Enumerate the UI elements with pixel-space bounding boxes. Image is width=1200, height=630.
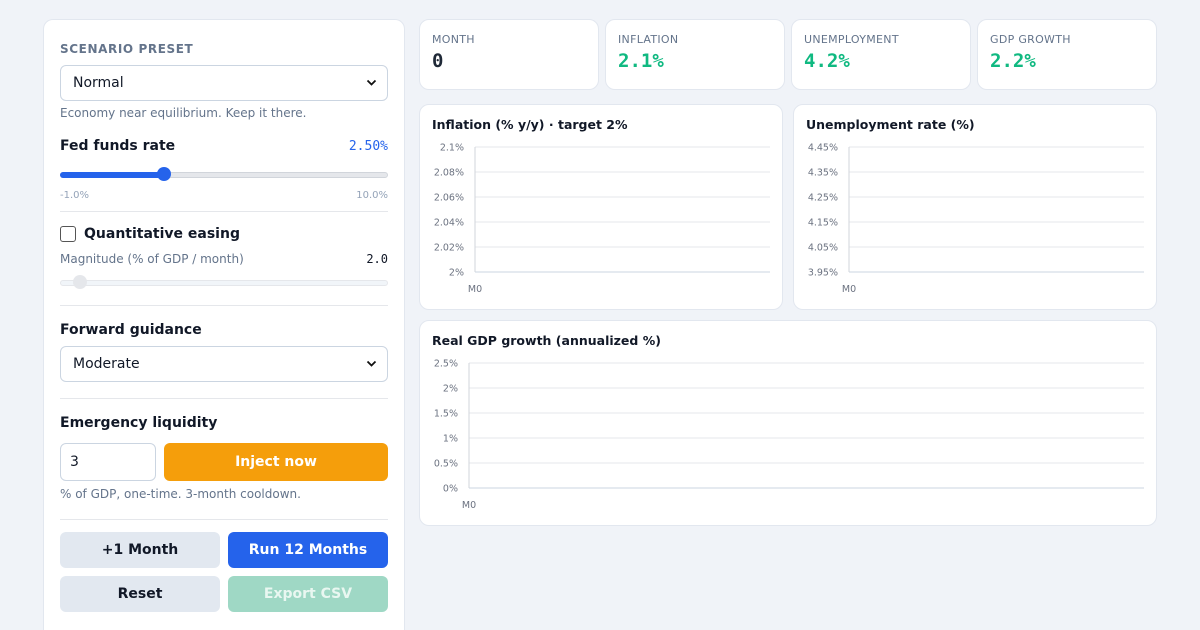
kpi-month-value: 0	[432, 50, 444, 72]
gdp-chart-card: Real GDP growth (annualized %) 2.5% 2% 1.5…	[419, 320, 1157, 526]
kpi-month-card: MONTH 0	[419, 19, 599, 90]
x-tick-label: M0	[842, 284, 856, 295]
kpi-unemployment-value: 4.2%	[804, 50, 850, 72]
y-tick-label: 2%	[443, 384, 458, 395]
kpi-inflation-value: 2.1%	[618, 50, 664, 72]
kpi-unemployment-card: UNEMPLOYMENT 4.2%	[791, 19, 971, 90]
y-tick-label: 0%	[443, 484, 458, 495]
fed-rate-value: 2.50%	[348, 139, 388, 154]
y-tick-label: 4.45%	[808, 143, 838, 154]
controls-panel: SCENARIO PRESET Normal Economy near equi…	[43, 19, 405, 630]
divider	[60, 211, 388, 212]
qe-magnitude-label: Magnitude (% of GDP / month)	[60, 252, 244, 266]
x-tick-label: M0	[462, 500, 476, 511]
kpi-unemployment-label: UNEMPLOYMENT	[804, 33, 899, 46]
fed-rate-slider[interactable]	[60, 167, 388, 181]
scenario-description: Economy near equilibrium. Keep it there.	[60, 106, 307, 120]
y-tick-label: 4.05%	[808, 243, 838, 254]
kpi-inflation-card: INFLATION 2.1%	[605, 19, 785, 90]
export-csv-button[interactable]: Export CSV	[228, 576, 388, 612]
scenario-select-value: Normal	[73, 75, 124, 91]
inflation-chart-card: Inflation (% y/y) · target 2% 2.1% 2.08% 2…	[419, 104, 783, 310]
fed-rate-slider-thumb[interactable]	[157, 167, 172, 181]
y-tick-label: 3.95%	[808, 268, 838, 279]
scenario-label: SCENARIO PRESET	[60, 42, 194, 56]
emergency-liquidity-input[interactable]: 3	[60, 443, 156, 481]
qe-slider-thumb[interactable]	[73, 275, 87, 289]
qe-magnitude-value: 2.0	[366, 252, 388, 266]
fed-rate-slider-fill	[60, 172, 165, 178]
y-tick-label: 0.5%	[434, 459, 458, 470]
inject-now-button[interactable]: Inject now	[164, 443, 388, 481]
unemployment-chart: 4.45% 4.35% 4.25% 4.15% 4.05% 3.95% M0	[808, 143, 1144, 295]
qe-magnitude-slider[interactable]	[60, 275, 388, 289]
forward-guidance-value: Moderate	[73, 356, 140, 372]
chevron-down-icon	[366, 66, 377, 114]
inflation-chart-title: Inflation (% y/y) · target 2%	[432, 117, 628, 132]
unemployment-chart-card: Unemployment rate (%) 4.45% 4.35% 4.25% 4.1…	[793, 104, 1157, 310]
run-12-months-button[interactable]: Run 12 Months	[228, 532, 388, 568]
y-tick-label: 2.08%	[434, 168, 464, 179]
qe-slider-track	[60, 280, 388, 286]
qe-checkbox[interactable]	[60, 226, 76, 242]
x-tick-label: M0	[468, 284, 482, 295]
divider	[60, 305, 388, 306]
gdp-chart: 2.5% 2% 1.5% 1% 0.5% 0% M0	[434, 359, 1144, 511]
y-tick-label: 4.25%	[808, 193, 838, 204]
kpi-month-label: MONTH	[432, 33, 475, 46]
y-tick-label: 2.06%	[434, 193, 464, 204]
inflation-chart: 2.1% 2.08% 2.06% 2.04% 2.02% 2% M0	[434, 143, 770, 295]
forward-guidance-select[interactable]: Moderate	[60, 346, 388, 382]
kpi-gdp-card: GDP GROWTH 2.2%	[977, 19, 1157, 90]
fed-rate-max: 10.0%	[356, 190, 388, 201]
emergency-liquidity-note: % of GDP, one-time. 3-month cooldown.	[60, 487, 301, 501]
y-tick-label: 1.5%	[434, 409, 458, 420]
forward-guidance-label: Forward guidance	[60, 322, 202, 338]
fed-rate-label: Fed funds rate	[60, 138, 176, 154]
gdp-chart-title: Real GDP growth (annualized %)	[432, 333, 661, 348]
y-tick-label: 2.5%	[434, 359, 458, 370]
divider	[60, 519, 388, 520]
kpi-gdp-value: 2.2%	[990, 50, 1036, 72]
fed-rate-min: -1.0%	[60, 190, 90, 201]
y-tick-label: 2.04%	[434, 218, 464, 229]
y-tick-label: 2.02%	[434, 243, 464, 254]
chevron-down-icon	[366, 347, 377, 395]
unemployment-chart-title: Unemployment rate (%)	[806, 117, 975, 132]
y-tick-label: 1%	[443, 434, 458, 445]
y-tick-label: 4.35%	[808, 168, 838, 179]
qe-label: Quantitative easing	[84, 226, 240, 242]
reset-button[interactable]: Reset	[60, 576, 220, 612]
kpi-inflation-label: INFLATION	[618, 33, 679, 46]
advance-one-month-button[interactable]: +1 Month	[60, 532, 220, 568]
divider	[60, 398, 388, 399]
y-tick-label: 2.1%	[440, 143, 464, 154]
kpi-gdp-label: GDP GROWTH	[990, 33, 1071, 46]
y-tick-label: 4.15%	[808, 218, 838, 229]
scenario-select[interactable]: Normal	[60, 65, 388, 101]
emergency-liquidity-label: Emergency liquidity	[60, 415, 218, 431]
y-tick-label: 2%	[449, 268, 464, 279]
